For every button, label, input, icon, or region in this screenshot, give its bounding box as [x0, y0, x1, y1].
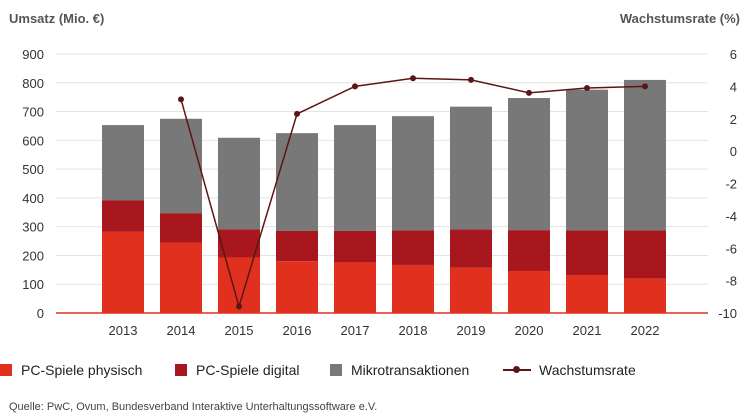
bar-2015-series-2 [218, 137, 260, 230]
legend-label-wachstumsrate: Wachstumsrate [539, 362, 636, 378]
x-tick-label-2015: 2015 [225, 323, 254, 338]
y-tick-label-500: 500 [22, 162, 44, 177]
y-tick-label-0: 0 [37, 306, 44, 321]
x-tick-label-2016: 2016 [283, 323, 312, 338]
bar-2021-series-0 [566, 275, 608, 313]
x-tick-label-2017: 2017 [341, 323, 370, 338]
growth-rate-point-2015 [236, 303, 242, 310]
bar-2013-series-0 [102, 231, 144, 313]
y-axis-title-left: Umsatz (Mio. €) [9, 11, 105, 26]
y2-tick-label-0: 0 [730, 144, 737, 159]
y-tick-label-700: 700 [22, 105, 44, 120]
y2-tick-label--2: -2 [725, 177, 737, 192]
bar-2017-series-2 [334, 125, 376, 231]
bar-2022-series-2 [624, 79, 666, 231]
bar-2020-series-1 [508, 230, 550, 271]
bar-2019-series-0 [450, 267, 492, 313]
bar-2018-series-2 [392, 116, 434, 231]
y-tick-label-100: 100 [22, 277, 44, 292]
legend-item-wachstumsrate: Wachstumsrate [503, 362, 636, 378]
y2-tick-label--6: -6 [725, 241, 737, 256]
legend: PC-Spiele physisch PC-Spiele digital Mik… [0, 362, 752, 382]
growth-rate-point-2018 [410, 75, 416, 82]
legend-swatch-mikrotransaktionen [330, 364, 342, 376]
bar-2016-series-2 [276, 133, 318, 231]
growth-rate-point-2020 [526, 89, 532, 96]
legend-item-pc-physisch: PC-Spiele physisch [0, 362, 142, 378]
bar-2013-series-2 [102, 125, 144, 201]
bar-2019-series-2 [450, 106, 492, 230]
bar-2013-series-1 [102, 200, 144, 232]
y-axis-title-right: Wachstumsrate (%) [619, 11, 740, 26]
bar-2014-series-2 [160, 118, 202, 214]
x-tick-label-2019: 2019 [457, 323, 486, 338]
y2-tick-label--4: -4 [725, 209, 737, 224]
bar-2020-series-2 [508, 98, 550, 231]
growth-rate-point-2014 [178, 96, 184, 103]
y2-tick-label--10: -10 [718, 306, 737, 321]
bar-2022-series-0 [624, 278, 666, 313]
bar-2014-series-1 [160, 213, 202, 243]
legend-item-mikrotransaktionen: Mikrotransaktionen [330, 362, 469, 378]
legend-label-pc-physisch: PC-Spiele physisch [21, 362, 143, 378]
y2-tick-label-2: 2 [730, 112, 737, 127]
bar-2018-series-1 [392, 230, 434, 265]
x-tick-label-2014: 2014 [167, 323, 196, 338]
y2-tick-label-6: 6 [730, 47, 737, 62]
legend-label-mikrotransaktionen: Mikrotransaktionen [351, 362, 470, 378]
growth-rate-point-2022 [642, 83, 648, 90]
bar-2016-series-0 [276, 261, 318, 313]
legend-swatch-pc-physisch [0, 364, 12, 376]
y-tick-label-200: 200 [22, 248, 44, 263]
growth-rate-point-2016 [294, 110, 300, 117]
bar-2019-series-1 [450, 229, 492, 268]
legend-label-pc-digital: PC-Spiele digital [196, 362, 300, 378]
chart-area: 0 100 200 300 400 500 600 700 800 900 -10 -8 -6 -4 -2 0… [22, 47, 737, 338]
x-tick-label-2022: 2022 [631, 323, 660, 338]
growth-rate-point-2017 [352, 83, 358, 90]
y-tick-label-800: 800 [22, 76, 44, 91]
growth-rate-point-2021 [584, 84, 590, 91]
bar-2016-series-1 [276, 230, 318, 262]
bar-2021-series-1 [566, 230, 608, 276]
bar-2017-series-0 [334, 262, 376, 313]
y2-tick-label-4: 4 [730, 79, 737, 94]
bar-2022-series-1 [624, 230, 666, 279]
y-tick-label-300: 300 [22, 220, 44, 235]
bar-2021-series-2 [566, 89, 608, 231]
legend-swatch-wachstumsrate [503, 364, 531, 376]
y-tick-label-900: 900 [22, 47, 44, 62]
legend-swatch-pc-digital [175, 364, 187, 376]
x-tick-label-2020: 2020 [515, 323, 544, 338]
x-tick-label-2018: 2018 [399, 323, 428, 338]
bar-2017-series-1 [334, 230, 376, 263]
y2-tick-label--8: -8 [725, 274, 737, 289]
x-tick-label-2021: 2021 [573, 323, 602, 338]
legend-item-pc-digital: PC-Spiele digital [175, 362, 300, 378]
x-tick-label-2013: 2013 [109, 323, 138, 338]
bar-2015-series-1 [218, 229, 260, 258]
bar-2014-series-0 [160, 242, 202, 313]
source-note: Quelle: PwC, Ovum, Bundesverband Interak… [9, 401, 378, 413]
bar-2018-series-0 [392, 264, 434, 313]
growth-rate-point-2019 [468, 76, 474, 83]
y-tick-label-600: 600 [22, 133, 44, 148]
y-tick-label-400: 400 [22, 191, 44, 206]
bar-2020-series-0 [508, 270, 550, 313]
